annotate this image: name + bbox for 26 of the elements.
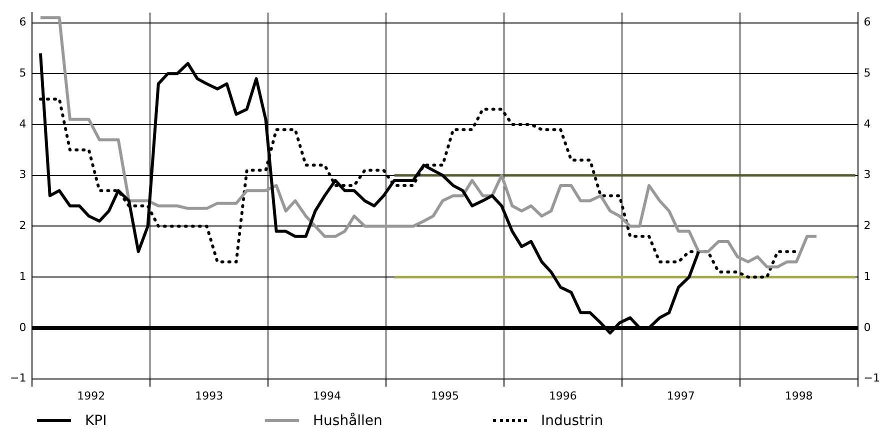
y-tick-label: 0: [19, 320, 26, 334]
x-tick-label: 1997: [666, 389, 695, 402]
x-tick-label: 1993: [195, 389, 224, 402]
y-tick-label: 4: [19, 117, 26, 130]
y2-tick-label: 5: [864, 66, 871, 80]
x-tick-label: 1992: [77, 389, 106, 402]
y-tick-label: 6: [19, 16, 26, 29]
y-tick-label: 1: [19, 270, 26, 283]
y-tick-label: 5: [19, 66, 26, 80]
y2-tick-label: 2: [864, 219, 871, 232]
y2-tick-label: 3: [864, 168, 871, 182]
y2-tick-label: −1: [864, 372, 880, 385]
legend-label: Hushållen: [313, 412, 382, 428]
y2-tick-label: 4: [864, 117, 871, 130]
y-tick-label: 2: [19, 219, 26, 232]
x-tick-label: 1996: [548, 389, 577, 402]
legend-label: Industrin: [541, 412, 604, 428]
x-tick-label: 1995: [431, 389, 459, 402]
y2-tick-label: 6: [864, 16, 871, 29]
x-tick-label: 1994: [313, 389, 342, 402]
y2-tick-label: 1: [864, 270, 871, 283]
y2-tick-label: 0: [864, 320, 871, 334]
y-tick-label: 3: [19, 168, 26, 182]
legend-label: KPI: [85, 412, 107, 428]
x-tick-label: 1998: [784, 389, 813, 402]
y-tick-label: −1: [10, 372, 26, 385]
